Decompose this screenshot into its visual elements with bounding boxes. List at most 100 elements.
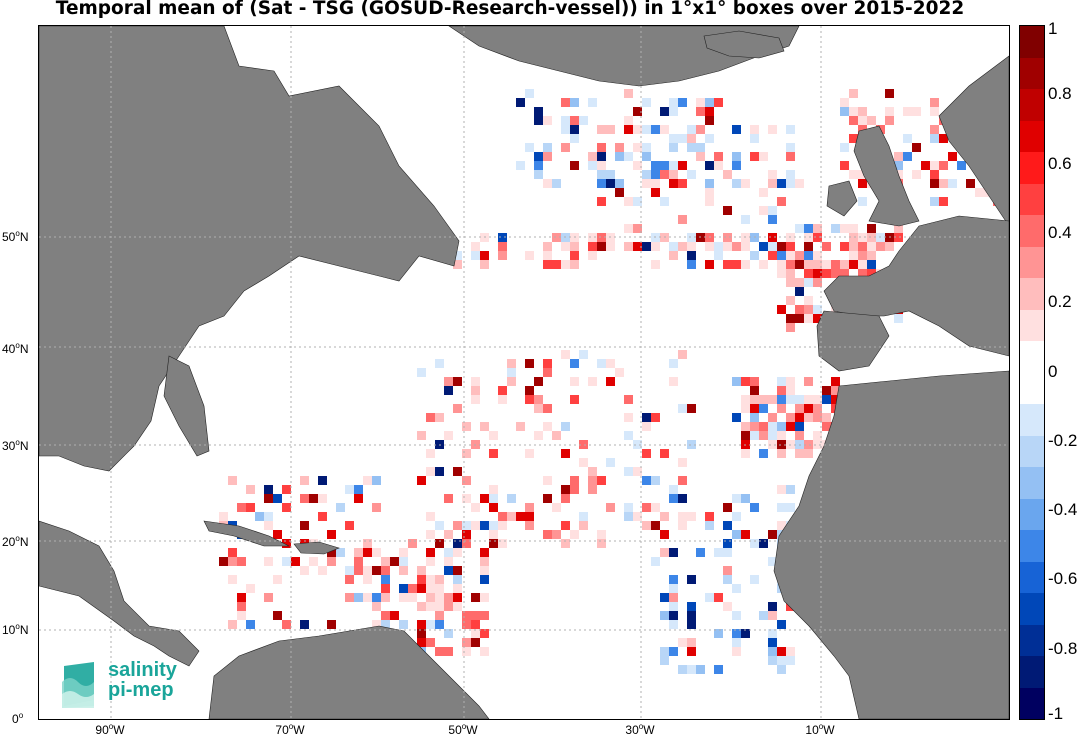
grid-cell [372,476,381,485]
grid-cell [858,170,867,179]
grid-cell [633,107,642,116]
grid-cell [723,503,732,512]
grid-cell [858,233,867,242]
grid-cell [372,503,381,512]
grid-cell [651,161,660,170]
grid-cell [768,125,777,134]
grid-cell [597,530,606,539]
grid-cell [480,422,489,431]
grid-cell [822,395,831,404]
grid-cell [462,620,471,629]
grid-cell [705,242,714,251]
grid-cell [651,521,660,530]
grid-cell [651,242,660,251]
grid-cell [759,206,768,215]
grid-cell [930,134,939,143]
grid-cell [768,638,777,647]
grid-cell [957,161,966,170]
grid-cell [624,116,633,125]
grid-cell [561,98,570,107]
grid-cell [777,269,786,278]
grid-cell [678,350,687,359]
grid-cell [417,629,426,638]
grid-cell [606,242,615,251]
grid-cell [813,305,822,314]
grid-cell [669,620,678,629]
grid-cell [588,152,597,161]
grid-cell [282,539,291,548]
grid-cell [642,125,651,134]
grid-cell [471,629,480,638]
grid-cell [435,620,444,629]
grid-cell [561,539,570,548]
grid-cell [768,422,777,431]
grid-cell [597,233,606,242]
grid-cell [777,485,786,494]
grid-cell [444,530,453,539]
grid-cell [588,242,597,251]
grid-cell [723,260,732,269]
grid-cell [597,143,606,152]
grid-cell [885,116,894,125]
grid-cell [849,89,858,98]
grid-cell [885,242,894,251]
grid-cell [678,134,687,143]
grid-cell [489,539,498,548]
grid-cell [480,593,489,602]
grid-cell [345,485,354,494]
grid-cell [444,602,453,611]
grid-cell [849,242,858,251]
grid-cell [435,539,444,548]
grid-cell [741,242,750,251]
grid-cell [480,251,489,260]
grid-cell [489,530,498,539]
grid-cell [669,485,678,494]
grid-cell [462,638,471,647]
land-hispaniola [293,541,340,555]
grid-cell [858,179,867,188]
grid-cell [354,485,363,494]
land-iberia [816,310,890,372]
grid-cell [534,152,543,161]
grid-cell [750,539,759,548]
grid-cell [741,431,750,440]
grid-cell [453,575,462,584]
grid-cell [300,566,309,575]
grid-cell [804,314,813,323]
grid-cell [768,233,777,242]
land-florida [163,355,210,457]
grid-cell [642,476,651,485]
grid-cell [651,179,660,188]
grid-cell [813,413,822,422]
grid-cell [777,242,786,251]
grid-cell [786,485,795,494]
grid-cell [786,125,795,134]
grid-cell [804,233,813,242]
grid-cell [660,449,669,458]
grid-cell [498,512,507,521]
grid-cell [642,143,651,152]
grid-cell [381,584,390,593]
grid-cell [795,431,804,440]
grid-cell [714,242,723,251]
grid-cell [624,503,633,512]
grid-cell [660,107,669,116]
grid-cell [669,602,678,611]
logo-line-salinity: salinity [108,659,177,681]
grid-cell [867,251,876,260]
grid-cell [660,647,669,656]
grid-cell [687,242,696,251]
grid-cell [813,431,822,440]
grid-cell [651,170,660,179]
grid-cell [723,521,732,530]
grid-cell [552,260,561,269]
lat-label-10: 10oN [2,622,29,637]
grid-cell [606,377,615,386]
grid-cell [462,539,471,548]
grid-cell [966,179,975,188]
grid-cell [669,107,678,116]
grid-cell [507,512,516,521]
grid-cell [462,530,471,539]
colorbar-tick-label: 0.2 [1048,292,1072,312]
grid-cell [894,233,903,242]
